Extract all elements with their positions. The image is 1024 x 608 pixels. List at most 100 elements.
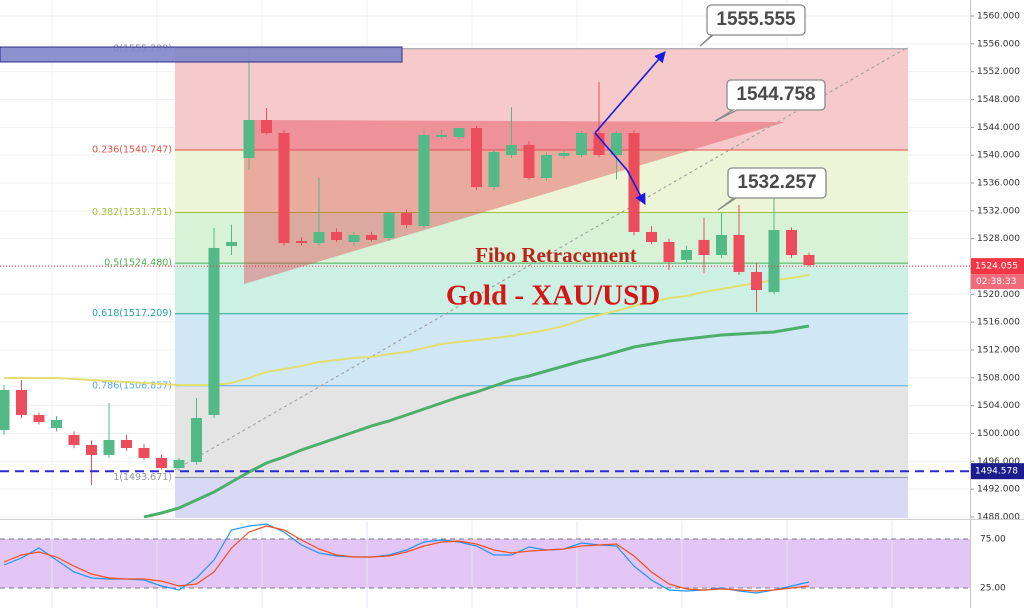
annotation: Fibo Retracement — [475, 243, 637, 267]
candle-body — [418, 134, 430, 226]
candle-body — [698, 239, 710, 255]
candle-body — [156, 457, 167, 468]
candle-body — [243, 120, 255, 159]
candle-body — [786, 230, 797, 255]
candle-body — [173, 459, 185, 468]
y-tick-label: 1492.000 — [977, 485, 1020, 495]
candle-body — [471, 128, 482, 188]
y-tick-label: 1504.000 — [977, 401, 1020, 411]
y-tick-label: 1556.000 — [977, 39, 1020, 49]
candle-body — [51, 419, 62, 428]
candle-body — [558, 152, 570, 156]
candle-body — [226, 241, 237, 247]
y-tick-label: 1548.000 — [977, 95, 1020, 105]
candle-body — [716, 234, 727, 255]
y-tick-label: 1552.000 — [977, 67, 1020, 77]
candle-body — [68, 434, 80, 446]
fib-label: 1(1493.671) — [113, 472, 172, 483]
y-tick-label: 1532.000 — [977, 206, 1020, 216]
arrow-up — [594, 51, 666, 134]
candle-body — [488, 152, 500, 188]
fib-zone — [175, 212, 908, 264]
candle-body — [733, 234, 745, 272]
y-tick-label: 1560.000 — [977, 12, 1020, 22]
callout-label: 1544.758 — [736, 84, 815, 105]
fib-zone — [175, 477, 908, 518]
y-tick-label: 1540.000 — [977, 151, 1020, 161]
last-price-box — [971, 258, 1024, 275]
fib-label: 0.786(1506.857) — [92, 380, 172, 391]
candle-body — [663, 241, 675, 263]
callout-box — [714, 79, 826, 122]
candle-body — [506, 144, 517, 156]
countdown-label: 02:38:33 — [976, 277, 1016, 287]
candle-body — [33, 414, 45, 422]
y-tick-label: 1500.000 — [977, 429, 1020, 439]
candle-body — [331, 231, 342, 240]
moving-average — [143, 324, 810, 518]
y-tick-label: 1536.000 — [977, 178, 1020, 188]
candle-body — [366, 234, 377, 240]
fib-label: 0.236(1540.747) — [92, 144, 172, 155]
countdown-box — [971, 274, 1024, 290]
candle-body — [121, 440, 132, 449]
y-tick-label: 1496.000 — [977, 457, 1020, 467]
stoch-line — [3, 525, 810, 592]
candle-body — [646, 231, 657, 242]
y-tick-label: 1488.000 — [977, 512, 1020, 522]
y-tick-label: 1512.000 — [977, 345, 1020, 355]
candle-body — [523, 144, 535, 178]
stoch-line — [3, 523, 810, 594]
candle-body — [436, 134, 447, 137]
hline-price-label: 1494.578 — [975, 467, 1018, 477]
triangle-pattern — [244, 120, 785, 284]
fib-zone — [175, 385, 908, 478]
candle-body — [208, 247, 220, 415]
candle-body — [138, 448, 150, 458]
candle-body — [681, 249, 692, 261]
callout-box — [699, 4, 806, 47]
candle-body — [541, 155, 552, 178]
price-pane: 0(1555.289)0.236(1540.747)0.382(1531.751… — [0, 0, 970, 518]
candle-body — [453, 128, 465, 137]
fib-zone — [175, 313, 908, 386]
stoch-tick-label: 25.00 — [980, 584, 1006, 594]
candle-body — [296, 241, 307, 243]
last-price-label: 1524.055 — [975, 262, 1018, 272]
candle-body — [0, 389, 10, 430]
y-tick-label: 1520.000 — [977, 290, 1020, 300]
arrow-down — [594, 132, 646, 205]
range-box — [0, 46, 403, 63]
annotation: Gold - XAU/USD — [446, 280, 660, 312]
callout-box — [717, 167, 827, 211]
y-tick-label: 1516.000 — [977, 318, 1020, 328]
y-tick-label: 1528.000 — [977, 234, 1020, 244]
y-tick-label: 1544.000 — [977, 123, 1020, 133]
callout-label: 1555.555 — [716, 9, 796, 30]
fib-zone — [175, 263, 908, 314]
y-tick-label: 1508.000 — [977, 373, 1020, 383]
moving-average — [4, 274, 810, 386]
candle-body — [278, 133, 290, 243]
candle-body — [383, 212, 395, 239]
candle-body — [348, 234, 360, 242]
candle-body — [593, 133, 605, 156]
hline-price-box — [971, 463, 1024, 480]
candle-body — [261, 120, 272, 134]
candle-body — [191, 418, 202, 462]
candle-body — [16, 389, 27, 415]
stoch-tick-label: 75.00 — [980, 535, 1006, 545]
fib-label: 0.618(1517.209) — [92, 308, 172, 319]
fib-label: 0.382(1531.751) — [92, 207, 172, 218]
candle-body — [768, 230, 780, 293]
candle-body — [313, 231, 325, 243]
fib-label: 0.5(1524.480) — [104, 258, 172, 269]
candle-body — [576, 133, 587, 156]
candle-body — [611, 133, 622, 156]
stochastic-pane — [0, 521, 970, 608]
candle-body — [401, 212, 412, 226]
candle-body — [86, 445, 97, 455]
